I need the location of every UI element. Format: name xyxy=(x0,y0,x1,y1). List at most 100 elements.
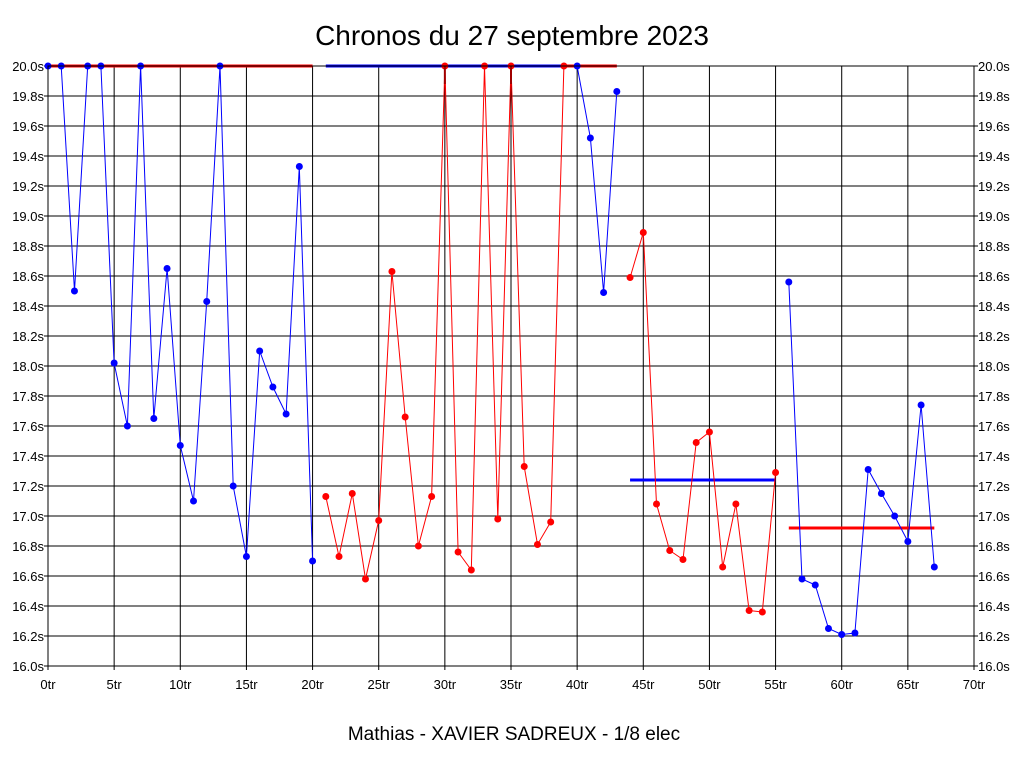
data-point xyxy=(692,439,700,446)
series-lines xyxy=(44,62,938,638)
y-tick-label-left: 16.4s xyxy=(12,599,44,614)
plot-frame xyxy=(47,65,975,667)
data-point xyxy=(203,298,211,305)
x-tick-label: 35tr xyxy=(500,677,523,692)
data-point xyxy=(282,410,290,418)
data-point xyxy=(388,268,396,275)
data-point xyxy=(110,359,118,367)
data-point xyxy=(811,581,819,589)
data-point xyxy=(150,415,158,422)
data-point xyxy=(322,493,330,500)
data-point xyxy=(719,563,727,571)
data-point xyxy=(666,547,674,554)
data-point xyxy=(467,566,475,574)
y-tick-label-right: 16.0s xyxy=(978,659,1010,674)
data-point xyxy=(653,500,661,508)
y-tick-label-right: 18.8s xyxy=(978,239,1010,254)
y-tick-label-right: 16.8s xyxy=(978,539,1010,554)
y-tick-label-right: 16.6s xyxy=(978,569,1010,584)
x-tick-label: 0tr xyxy=(40,677,56,692)
y-tick-label-right: 17.8s xyxy=(978,389,1010,404)
y-tick-label-right: 18.0s xyxy=(978,359,1010,374)
y-tick-label-right: 19.8s xyxy=(978,89,1010,104)
data-point xyxy=(295,163,303,170)
x-tick-label: 10tr xyxy=(169,677,192,692)
y-tick-label-left: 17.8s xyxy=(12,389,44,404)
y-tick-label-left: 18.4s xyxy=(12,299,44,314)
data-point xyxy=(401,413,409,421)
y-tick-label-left: 17.6s xyxy=(12,419,44,434)
data-point xyxy=(335,553,343,560)
data-point xyxy=(626,274,634,281)
y-tick-label-right: 19.2s xyxy=(978,179,1010,194)
y-tick-label-left: 16.0s xyxy=(12,659,44,674)
data-point xyxy=(494,515,502,523)
y-tick-label-right: 17.0s xyxy=(978,509,1010,524)
data-point xyxy=(851,629,859,637)
chart-title: Chronos du 27 septembre 2023 xyxy=(315,20,709,51)
data-point xyxy=(838,631,846,638)
y-tick-label-left: 16.6s xyxy=(12,569,44,584)
y-tick-label-right: 20.0s xyxy=(978,59,1010,74)
y-tick-label-left: 17.4s xyxy=(12,449,44,464)
x-tick-label: 20tr xyxy=(301,677,324,692)
data-point xyxy=(269,383,277,391)
data-point xyxy=(520,463,528,470)
data-point xyxy=(414,542,422,550)
y-tick-label-right: 18.6s xyxy=(978,269,1010,284)
data-point xyxy=(348,490,356,497)
y-tick-label-left: 17.0s xyxy=(12,509,44,524)
x-tick-label: 65tr xyxy=(897,677,920,692)
y-tick-label-right: 16.2s xyxy=(978,629,1010,644)
y-tick-label-right: 18.4s xyxy=(978,299,1010,314)
data-point xyxy=(705,428,713,436)
data-point xyxy=(375,517,383,524)
data-point xyxy=(176,442,184,449)
x-tick-label: 50tr xyxy=(698,677,721,692)
y-tick-label-right: 19.4s xyxy=(978,149,1010,164)
data-point xyxy=(163,265,171,272)
data-point xyxy=(600,289,608,296)
data-point xyxy=(745,607,753,614)
y-tick-label-left: 19.6s xyxy=(12,119,44,134)
y-tick-label-left: 18.6s xyxy=(12,269,44,284)
y-tick-label-left: 19.8s xyxy=(12,89,44,104)
data-point xyxy=(190,497,198,505)
data-point xyxy=(547,518,555,526)
y-tick-label-right: 17.4s xyxy=(978,449,1010,464)
data-point xyxy=(361,575,369,583)
y-tick-label-right: 17.2s xyxy=(978,479,1010,494)
y-tick-label-right: 19.6s xyxy=(978,119,1010,134)
data-point xyxy=(586,134,594,142)
x-tick-label: 25tr xyxy=(368,677,391,692)
data-point xyxy=(758,608,766,616)
data-point xyxy=(454,548,462,556)
data-point xyxy=(864,466,872,473)
y-tick-label-left: 17.2s xyxy=(12,479,44,494)
data-point xyxy=(785,278,793,286)
data-point xyxy=(930,563,938,571)
y-tick-label-left: 18.2s xyxy=(12,329,44,344)
data-point xyxy=(798,575,806,583)
x-axis-label: Mathias - XAVIER SADREUX - 1/8 elec xyxy=(348,724,680,745)
data-point xyxy=(679,556,687,563)
tick-labels: 16.0s 16.0s 16.2s 16.2s 16.4s 16.4s 16.6s 16.6s… xyxy=(12,59,1010,692)
x-tick-label: 60tr xyxy=(831,677,854,692)
data-point xyxy=(904,538,912,545)
data-point xyxy=(533,541,541,548)
x-tick-label: 70tr xyxy=(963,677,986,692)
grid-lines xyxy=(44,65,978,670)
y-tick-label-right: 17.6s xyxy=(978,419,1010,434)
y-tick-label-left: 20.0s xyxy=(12,59,44,74)
data-point xyxy=(877,490,885,497)
y-tick-label-right: 16.4s xyxy=(978,599,1010,614)
data-point xyxy=(309,557,317,565)
data-point xyxy=(229,482,237,490)
y-tick-label-left: 19.0s xyxy=(12,209,44,224)
x-tick-label: 45tr xyxy=(632,677,655,692)
y-tick-label-left: 18.0s xyxy=(12,359,44,374)
x-tick-label: 40tr xyxy=(566,677,589,692)
data-point xyxy=(242,553,250,560)
